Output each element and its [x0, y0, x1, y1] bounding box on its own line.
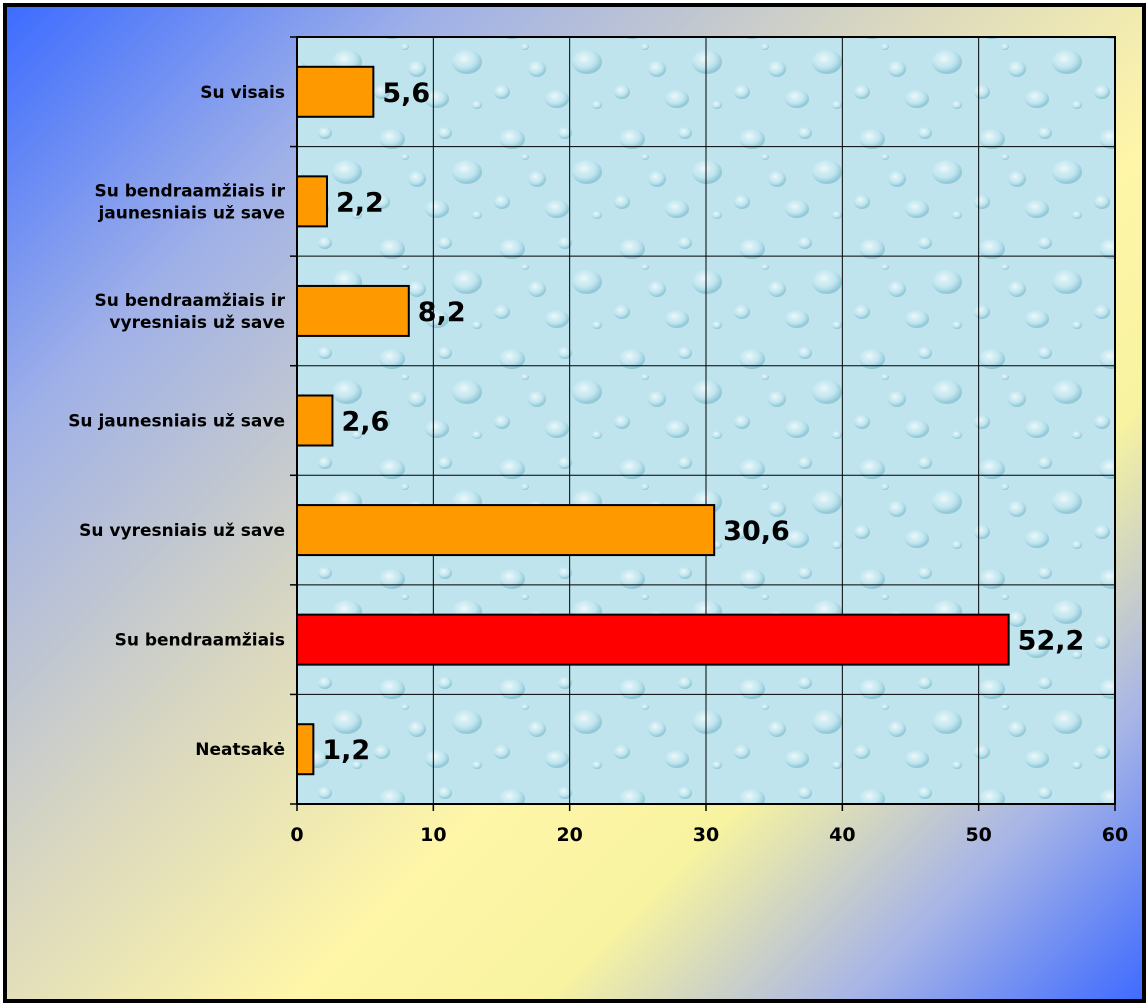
bar-chart: 0 10 20 30 40 50 60 5,6 Su visais 2,2 Su bendraamž… [68, 36, 1128, 846]
category-label: Su bendraamžiais ir [94, 291, 285, 311]
bar [296, 613, 1010, 666]
category-label: Su bendraamžiais [115, 631, 285, 651]
category-label: Su bendraamžiais ir [94, 181, 285, 201]
x-tick-label: 60 [1102, 824, 1128, 846]
data-label: 1,2 [322, 735, 370, 766]
bar [296, 284, 410, 337]
category-label: Su jaunesniais už save [68, 412, 285, 432]
bar [296, 504, 716, 557]
bar [296, 723, 315, 776]
data-label: 5,6 [382, 78, 430, 109]
category-label: Neatsakė [195, 740, 285, 760]
data-label: 2,6 [341, 407, 389, 438]
data-label: 30,6 [723, 516, 790, 547]
data-label: 2,2 [336, 187, 384, 218]
x-tick-label: 30 [693, 824, 719, 846]
x-tick-label: 50 [965, 824, 991, 846]
x-tick-label: 40 [829, 824, 855, 846]
category-label: Su vyresniais už save [79, 521, 285, 541]
bars [296, 65, 1010, 776]
bar [296, 394, 334, 447]
category-label: jaunesniais už save [97, 203, 285, 223]
bar [296, 175, 328, 228]
category-label: Su visais [200, 83, 285, 103]
bar [296, 65, 375, 118]
data-label: 52,2 [1018, 626, 1085, 657]
gridlines [290, 36, 1116, 811]
data-label: 8,2 [418, 297, 466, 328]
x-tick-label: 0 [290, 824, 303, 846]
x-tick-label: 20 [556, 824, 582, 846]
chart-frame: 0 10 20 30 40 50 60 5,6 Su visais 2,2 Su bendraamž… [3, 3, 1146, 1003]
category-label: vyresniais už save [109, 313, 285, 333]
labels: 0 10 20 30 40 50 60 5,6 Su visais 2,2 Su bendraamž… [68, 78, 1128, 846]
x-tick-label: 10 [420, 824, 446, 846]
